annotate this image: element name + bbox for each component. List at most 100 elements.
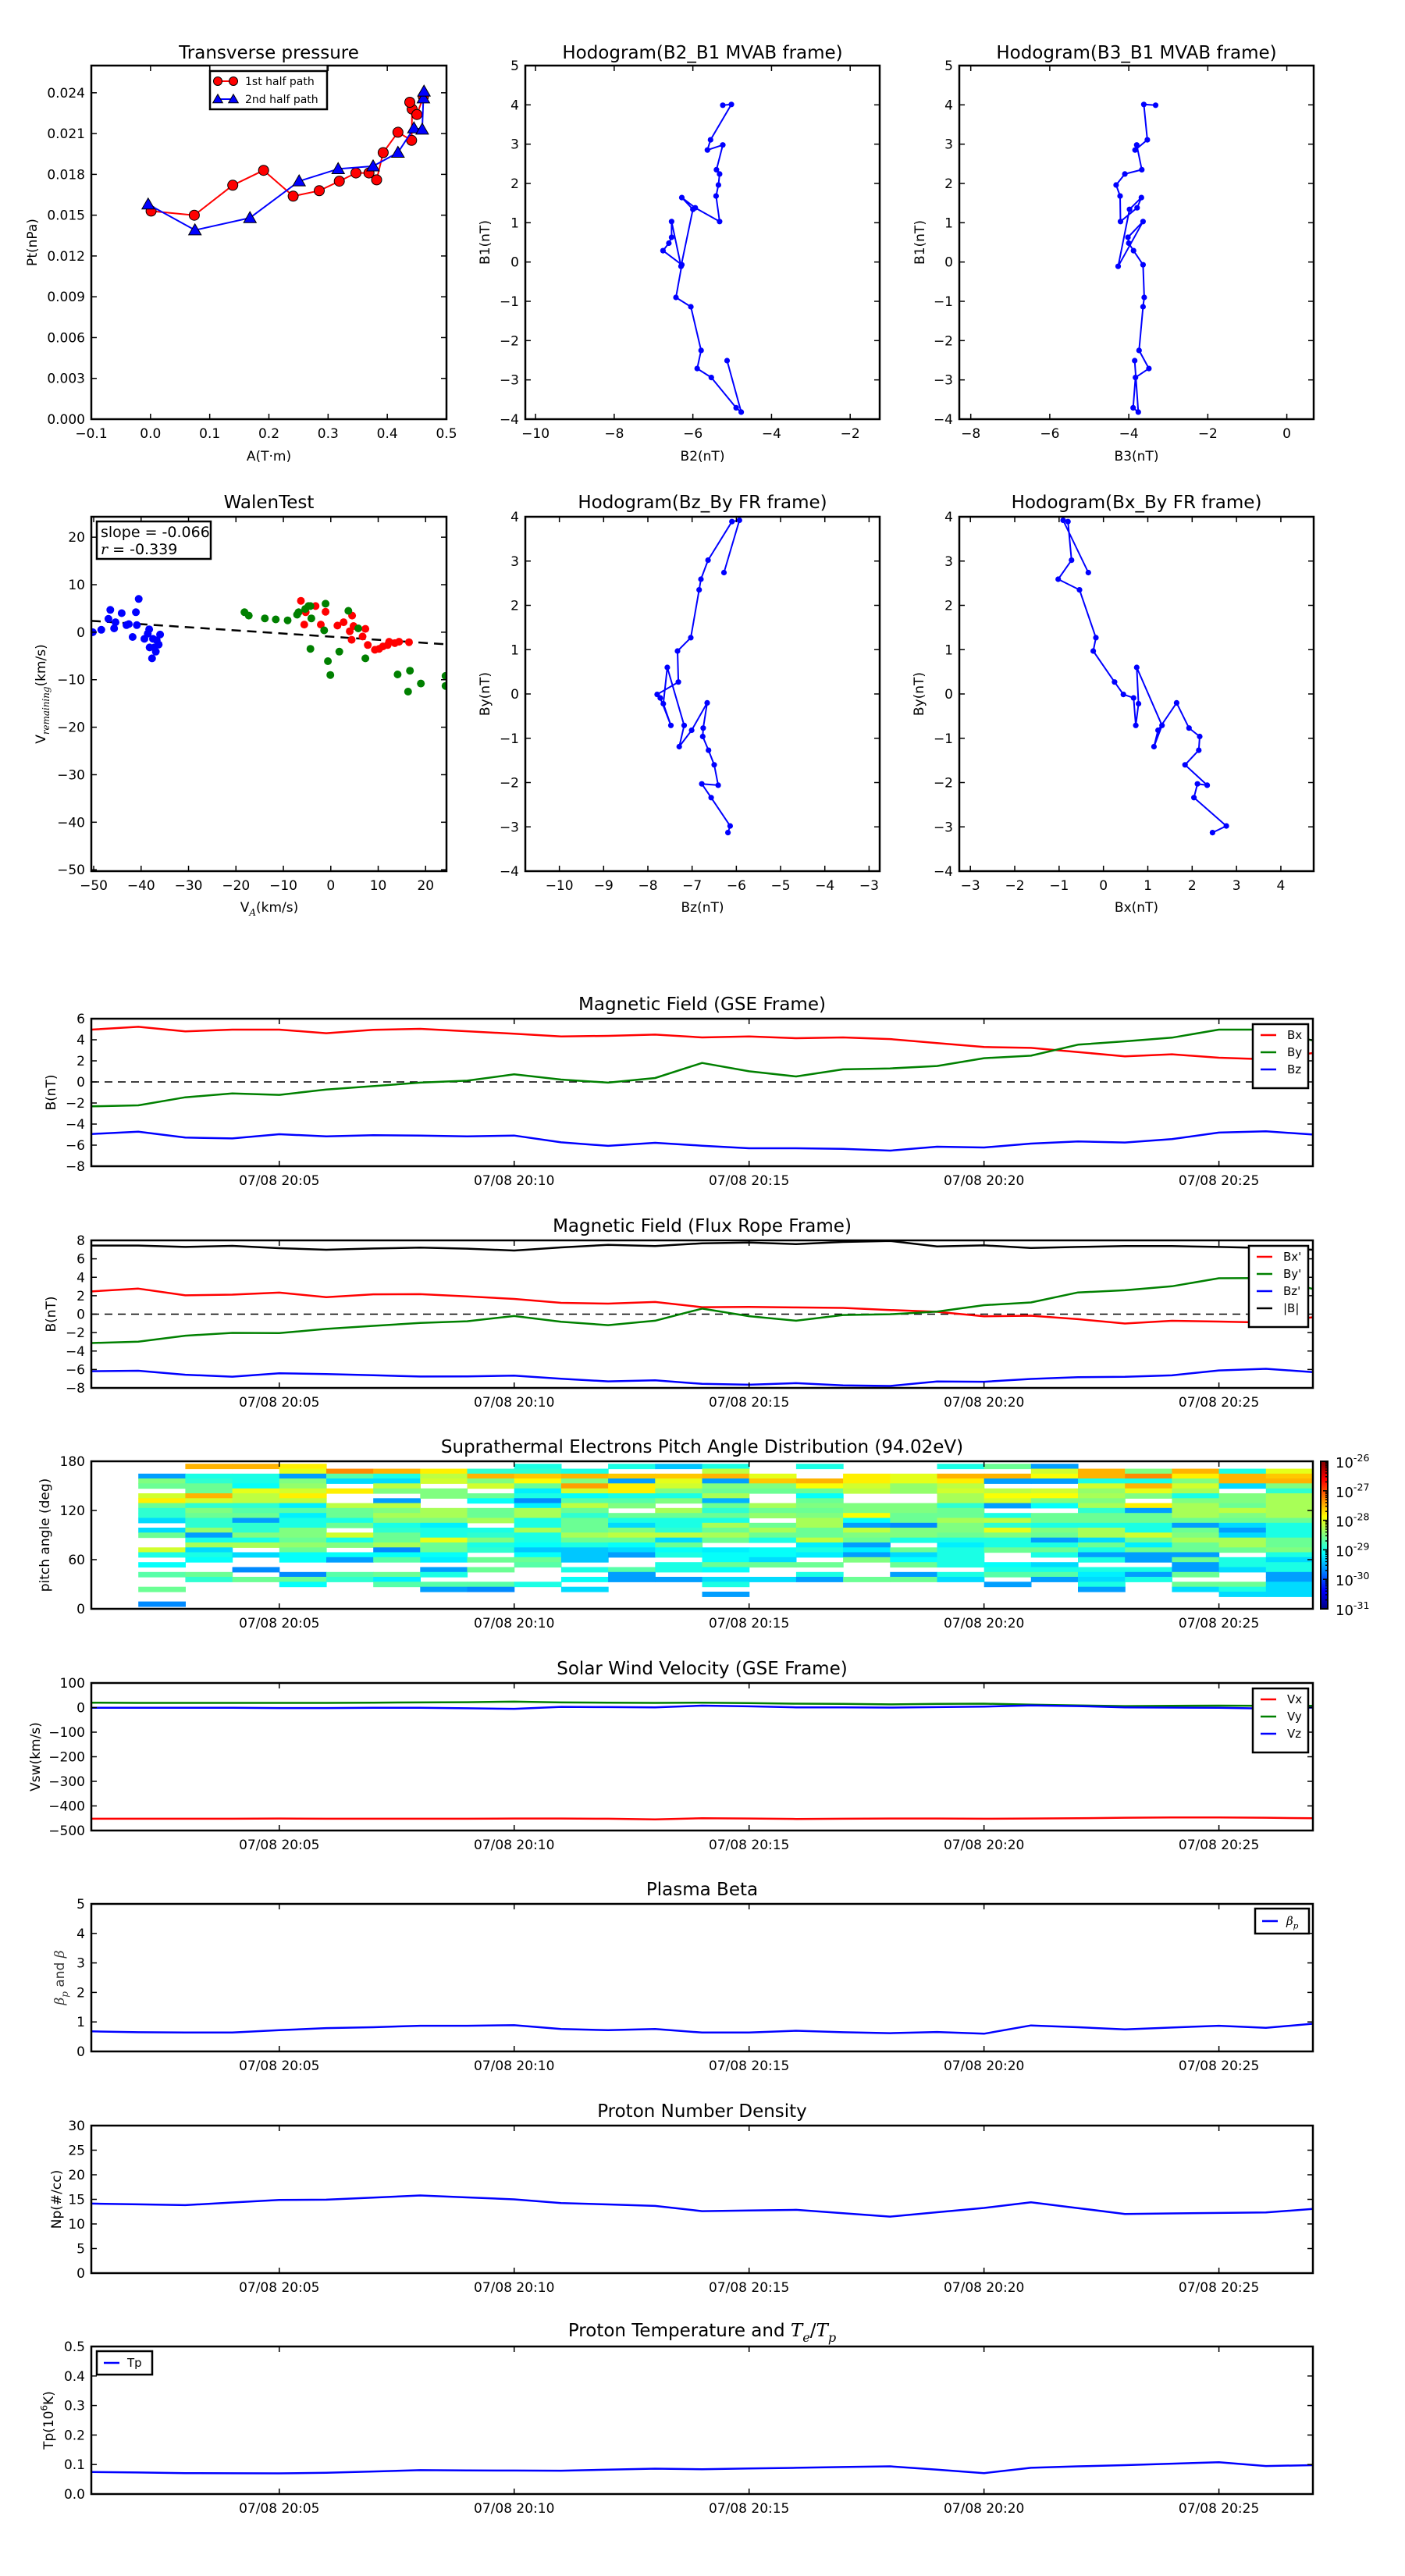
data-point — [1055, 576, 1062, 582]
data-point — [1140, 101, 1147, 108]
correlation-label-part: = -0.339 — [108, 541, 177, 558]
heatmap-cell — [1078, 1547, 1126, 1553]
colorbar-tick-label: 10-29 — [1336, 1540, 1369, 1560]
y-axis-label: Vremaining(km/s) — [34, 644, 52, 744]
data-point — [243, 211, 258, 223]
y-tick-label: −40 — [57, 815, 85, 831]
data-point — [729, 518, 735, 525]
heatmap-cell — [795, 1478, 844, 1484]
heatmap-cell — [467, 1483, 515, 1489]
heatmap-cell — [514, 1542, 562, 1548]
y-tick-label: 4 — [76, 1033, 85, 1048]
heatmap-cell — [326, 1542, 374, 1548]
heatmap-cell — [843, 1577, 891, 1582]
heatmap-cell — [514, 1507, 562, 1514]
heatmap-cell — [608, 1483, 656, 1489]
data-point — [1173, 699, 1179, 706]
x-tick-label: 0.4 — [377, 426, 398, 442]
y-tick-label: −500 — [48, 1823, 85, 1839]
heatmap-cell — [514, 1537, 562, 1543]
heatmap-cell — [1125, 1567, 1172, 1573]
y-tick-label: −1 — [934, 294, 953, 310]
heatmap-cell — [514, 1473, 562, 1479]
chart-title: Hodogram(B2_B1 MVAB frame) — [562, 43, 842, 63]
data-point — [1117, 193, 1123, 199]
heatmap-cell — [1218, 1507, 1267, 1514]
heatmap-cell — [373, 1571, 421, 1578]
axes-frame — [958, 64, 1315, 421]
heatmap-cell — [1030, 1532, 1079, 1539]
heatmap-cell — [1218, 1537, 1267, 1543]
colorbar-tick-label-part: -29 — [1353, 1540, 1370, 1552]
y-tick-label: 0 — [944, 687, 953, 703]
heatmap-cell — [560, 1517, 609, 1524]
x-tick-label: 07/08 20:20 — [944, 2058, 1024, 2074]
y-tick-label: −1 — [500, 731, 519, 747]
plot-area — [91, 2460, 1313, 2475]
heatmap-cell — [1265, 1542, 1313, 1548]
data-point — [715, 182, 722, 188]
heatmap-cell — [1265, 1498, 1313, 1504]
heatmap-cell — [138, 1528, 186, 1533]
data-point — [292, 173, 307, 187]
heatmap-cell — [560, 1542, 609, 1548]
heatmap-cell — [1125, 1532, 1172, 1539]
heatmap-cell — [326, 1478, 374, 1484]
heatmap-cell — [702, 1483, 750, 1489]
plot-area — [1113, 101, 1159, 415]
data-point — [705, 557, 711, 564]
x-tick-label: 07/08 20:25 — [1179, 2501, 1259, 2517]
chart-title-part: p — [828, 2330, 836, 2345]
data-point — [333, 621, 342, 630]
heatmap-cell — [890, 1577, 938, 1582]
heatmap-cell — [420, 1493, 468, 1499]
y-tick-label: 0.2 — [64, 2428, 85, 2443]
heatmap-cell — [1125, 1473, 1172, 1479]
heatmap-cell — [279, 1557, 327, 1563]
legend-label: |B| — [1283, 1301, 1299, 1315]
chart-title: Proton Temperature and Te/Tp — [568, 2321, 836, 2345]
heatmap-cell — [373, 1522, 421, 1528]
data-point — [395, 638, 404, 646]
hodogram-bx-by-fr-chart: −3 −2 −1 0 1 2 3 4 −4 −3 −2 −1 0 1 2 3 4 Hodogram(Bx_By F… — [912, 493, 1315, 916]
x-tick-label: −30 — [175, 878, 203, 894]
heatmap-cell — [702, 1552, 750, 1558]
heatmap-cell — [326, 1532, 374, 1539]
heatmap-cell — [1218, 1542, 1267, 1548]
heatmap-cell — [1078, 1586, 1126, 1592]
annotation-box — [95, 520, 212, 560]
data-point — [104, 614, 112, 623]
heatmap-cell — [890, 1522, 938, 1528]
data-point — [717, 171, 723, 177]
y-tick-label: 0 — [76, 1075, 85, 1091]
y-axis-label: Np(#/cc) — [49, 2170, 65, 2229]
heatmap-cell — [560, 1473, 609, 1479]
data-point — [125, 620, 133, 628]
heatmap-cell — [890, 1483, 938, 1489]
data-point — [132, 608, 140, 617]
heatmap-cell — [890, 1557, 938, 1563]
data-point — [1134, 205, 1140, 211]
y-tick-label: 5 — [76, 2242, 85, 2258]
heatmap-cell — [1218, 1562, 1267, 1568]
heatmap-cell — [984, 1488, 1032, 1494]
y-tick-label: 2 — [510, 176, 519, 192]
y-tick-label: 0.012 — [47, 249, 85, 265]
heatmap-cell — [795, 1517, 844, 1524]
heatmap-cell — [560, 1478, 609, 1484]
heatmap-cell — [608, 1552, 656, 1558]
heatmap-cell — [702, 1493, 750, 1499]
heatmap-cell — [1172, 1468, 1220, 1475]
chart-title: Hodogram(B3_B1 MVAB frame) — [996, 43, 1276, 63]
heatmap-cell — [937, 1557, 985, 1563]
legend: Tp — [95, 2350, 154, 2376]
heatmap-cell — [279, 1517, 327, 1524]
data-point — [134, 595, 143, 603]
x-axis-label: Bx(nT) — [1115, 900, 1158, 916]
heatmap-cell — [1172, 1517, 1220, 1524]
heatmap-cell — [1125, 1528, 1172, 1533]
colorbar-tick-label-part: 10 — [1336, 1455, 1353, 1471]
y-tick-label: 3 — [76, 1956, 85, 1972]
y-tick-label: 30 — [68, 2119, 85, 2134]
